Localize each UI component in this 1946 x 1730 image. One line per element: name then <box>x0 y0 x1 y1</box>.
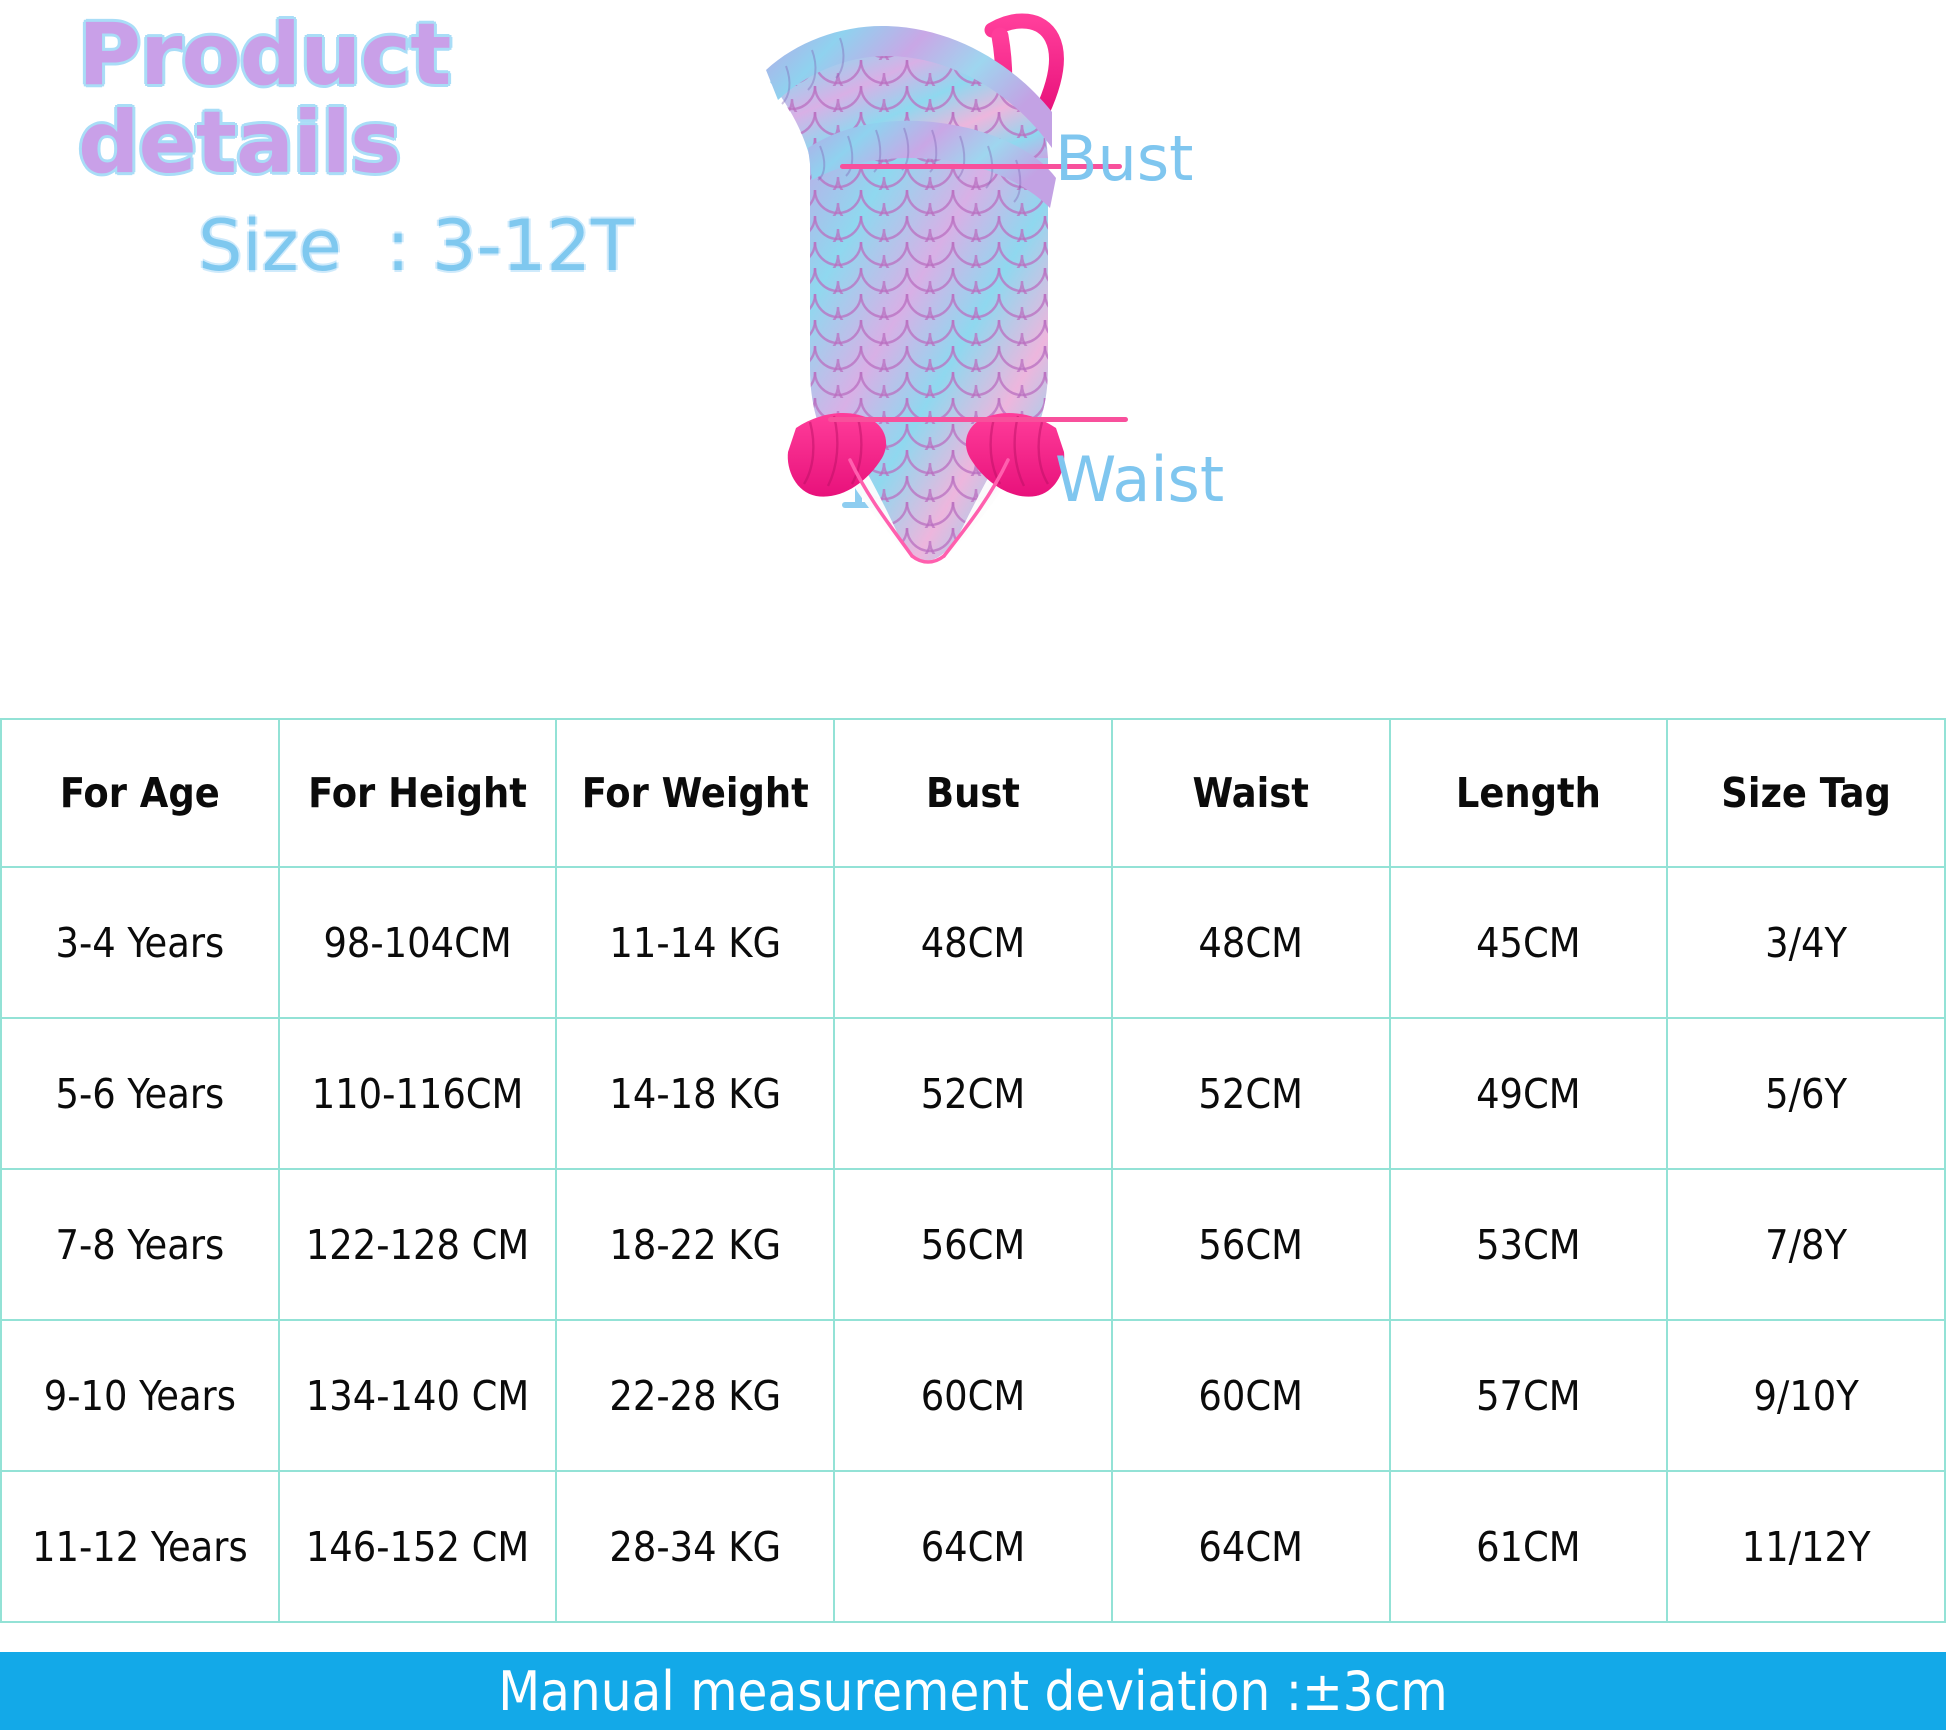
table-row: 3-4 Years 98-104CM 11-14 KG 48CM 48CM 45CM 3/4… <box>0 866 1946 1019</box>
cell-bust: 60CM <box>833 1319 1113 1472</box>
cell-bust: 48CM <box>833 866 1113 1019</box>
cell-for-height: 146-152 CM <box>277 1470 558 1623</box>
cell-size-tag: 9/10Y <box>1666 1319 1946 1472</box>
cell-size-tag: 5/6Y <box>1666 1017 1946 1170</box>
cell-for-weight: 11-14 KG <box>555 866 836 1019</box>
bust-measure-line <box>840 164 1122 169</box>
cell-for-age: 7-8 Years <box>0 1168 280 1321</box>
cell-for-height: 110-116CM <box>277 1017 558 1170</box>
cell-for-height: 134-140 CM <box>277 1319 558 1472</box>
stitching <box>848 458 1010 564</box>
swimsuit-illustration <box>700 8 1150 568</box>
product-image-area: length <box>640 0 1440 720</box>
size-table-head: For Age For Height For Weight Bust Waist Leng… <box>0 718 1946 868</box>
cell-for-height: 98-104CM <box>277 866 558 1019</box>
size-range-subtitle: Size : 3-12T <box>198 205 634 288</box>
length-guide-tick-bottom <box>842 502 876 508</box>
cell-length: 45CM <box>1388 866 1669 1019</box>
column-header-waist: Waist <box>1110 718 1391 868</box>
cell-size-tag: 11/12Y <box>1666 1470 1946 1623</box>
cell-length: 57CM <box>1388 1319 1669 1472</box>
cell-for-weight: 14-18 KG <box>555 1017 836 1170</box>
column-header-for-weight: For Weight <box>555 718 836 868</box>
cell-bust: 64CM <box>833 1470 1113 1623</box>
page-title: Product details <box>76 5 453 193</box>
size-table-body: 3-4 Years 98-104CM 11-14 KG 48CM 48CM 45CM 3/4… <box>0 866 1946 1623</box>
column-header-size-tag: Size Tag <box>1666 718 1946 868</box>
column-header-length: Length <box>1388 718 1669 868</box>
bust-label: Bust <box>1055 122 1194 195</box>
table-header-row: For Age For Height For Weight Bust Waist Leng… <box>0 718 1946 868</box>
cell-size-tag: 3/4Y <box>1666 866 1946 1019</box>
size-table: For Age For Height For Weight Bust Waist Leng… <box>0 718 1946 1623</box>
cell-length: 49CM <box>1388 1017 1669 1170</box>
deviation-banner: Manual measurement deviation :±3cm <box>0 1652 1946 1730</box>
cell-for-age: 5-6 Years <box>0 1017 280 1170</box>
cell-waist: 64CM <box>1110 1470 1391 1623</box>
table-row: 11-12 Years 146-152 CM 28-34 KG 64CM 64CM 61C… <box>0 1470 1946 1623</box>
waist-label: Waist <box>1055 443 1225 516</box>
bottom-ruffles <box>787 413 1065 497</box>
cell-length: 53CM <box>1388 1168 1669 1321</box>
size-table-wrap: For Age For Height For Weight Bust Waist Leng… <box>0 718 1946 1623</box>
column-header-for-age: For Age <box>0 718 280 868</box>
waist-measure-line <box>828 417 1128 422</box>
column-header-bust: Bust <box>833 718 1113 868</box>
swimsuit-svg <box>766 13 1065 564</box>
title-block: Product details Size : 3-12T <box>76 5 798 288</box>
cell-for-age: 3-4 Years <box>0 866 280 1019</box>
cell-waist: 52CM <box>1110 1017 1391 1170</box>
cell-waist: 48CM <box>1110 866 1391 1019</box>
suit-body <box>810 158 1048 561</box>
top-ruffle <box>766 26 1056 208</box>
cell-bust: 52CM <box>833 1017 1113 1170</box>
cell-for-weight: 18-22 KG <box>555 1168 836 1321</box>
deviation-banner-text: Manual measurement deviation :±3cm <box>498 1659 1448 1723</box>
table-row: 5-6 Years 110-116CM 14-18 KG 52CM 52CM 49CM 5/… <box>0 1017 1946 1170</box>
cell-bust: 56CM <box>833 1168 1113 1321</box>
cell-for-height: 122-128 CM <box>277 1168 558 1321</box>
cell-for-age: 9-10 Years <box>0 1319 280 1472</box>
cell-waist: 56CM <box>1110 1168 1391 1321</box>
cell-for-weight: 28-34 KG <box>555 1470 836 1623</box>
cell-for-age: 11-12 Years <box>0 1470 280 1623</box>
cell-waist: 60CM <box>1110 1319 1391 1472</box>
column-header-for-height: For Height <box>277 718 558 868</box>
table-row: 9-10 Years 134-140 CM 22-28 KG 60CM 60CM 57CM… <box>0 1319 1946 1472</box>
table-row: 7-8 Years 122-128 CM 18-22 KG 56CM 56CM 53CM 7… <box>0 1168 1946 1321</box>
cell-size-tag: 7/8Y <box>1666 1168 1946 1321</box>
cell-for-weight: 22-28 KG <box>555 1319 836 1472</box>
cell-length: 61CM <box>1388 1470 1669 1623</box>
